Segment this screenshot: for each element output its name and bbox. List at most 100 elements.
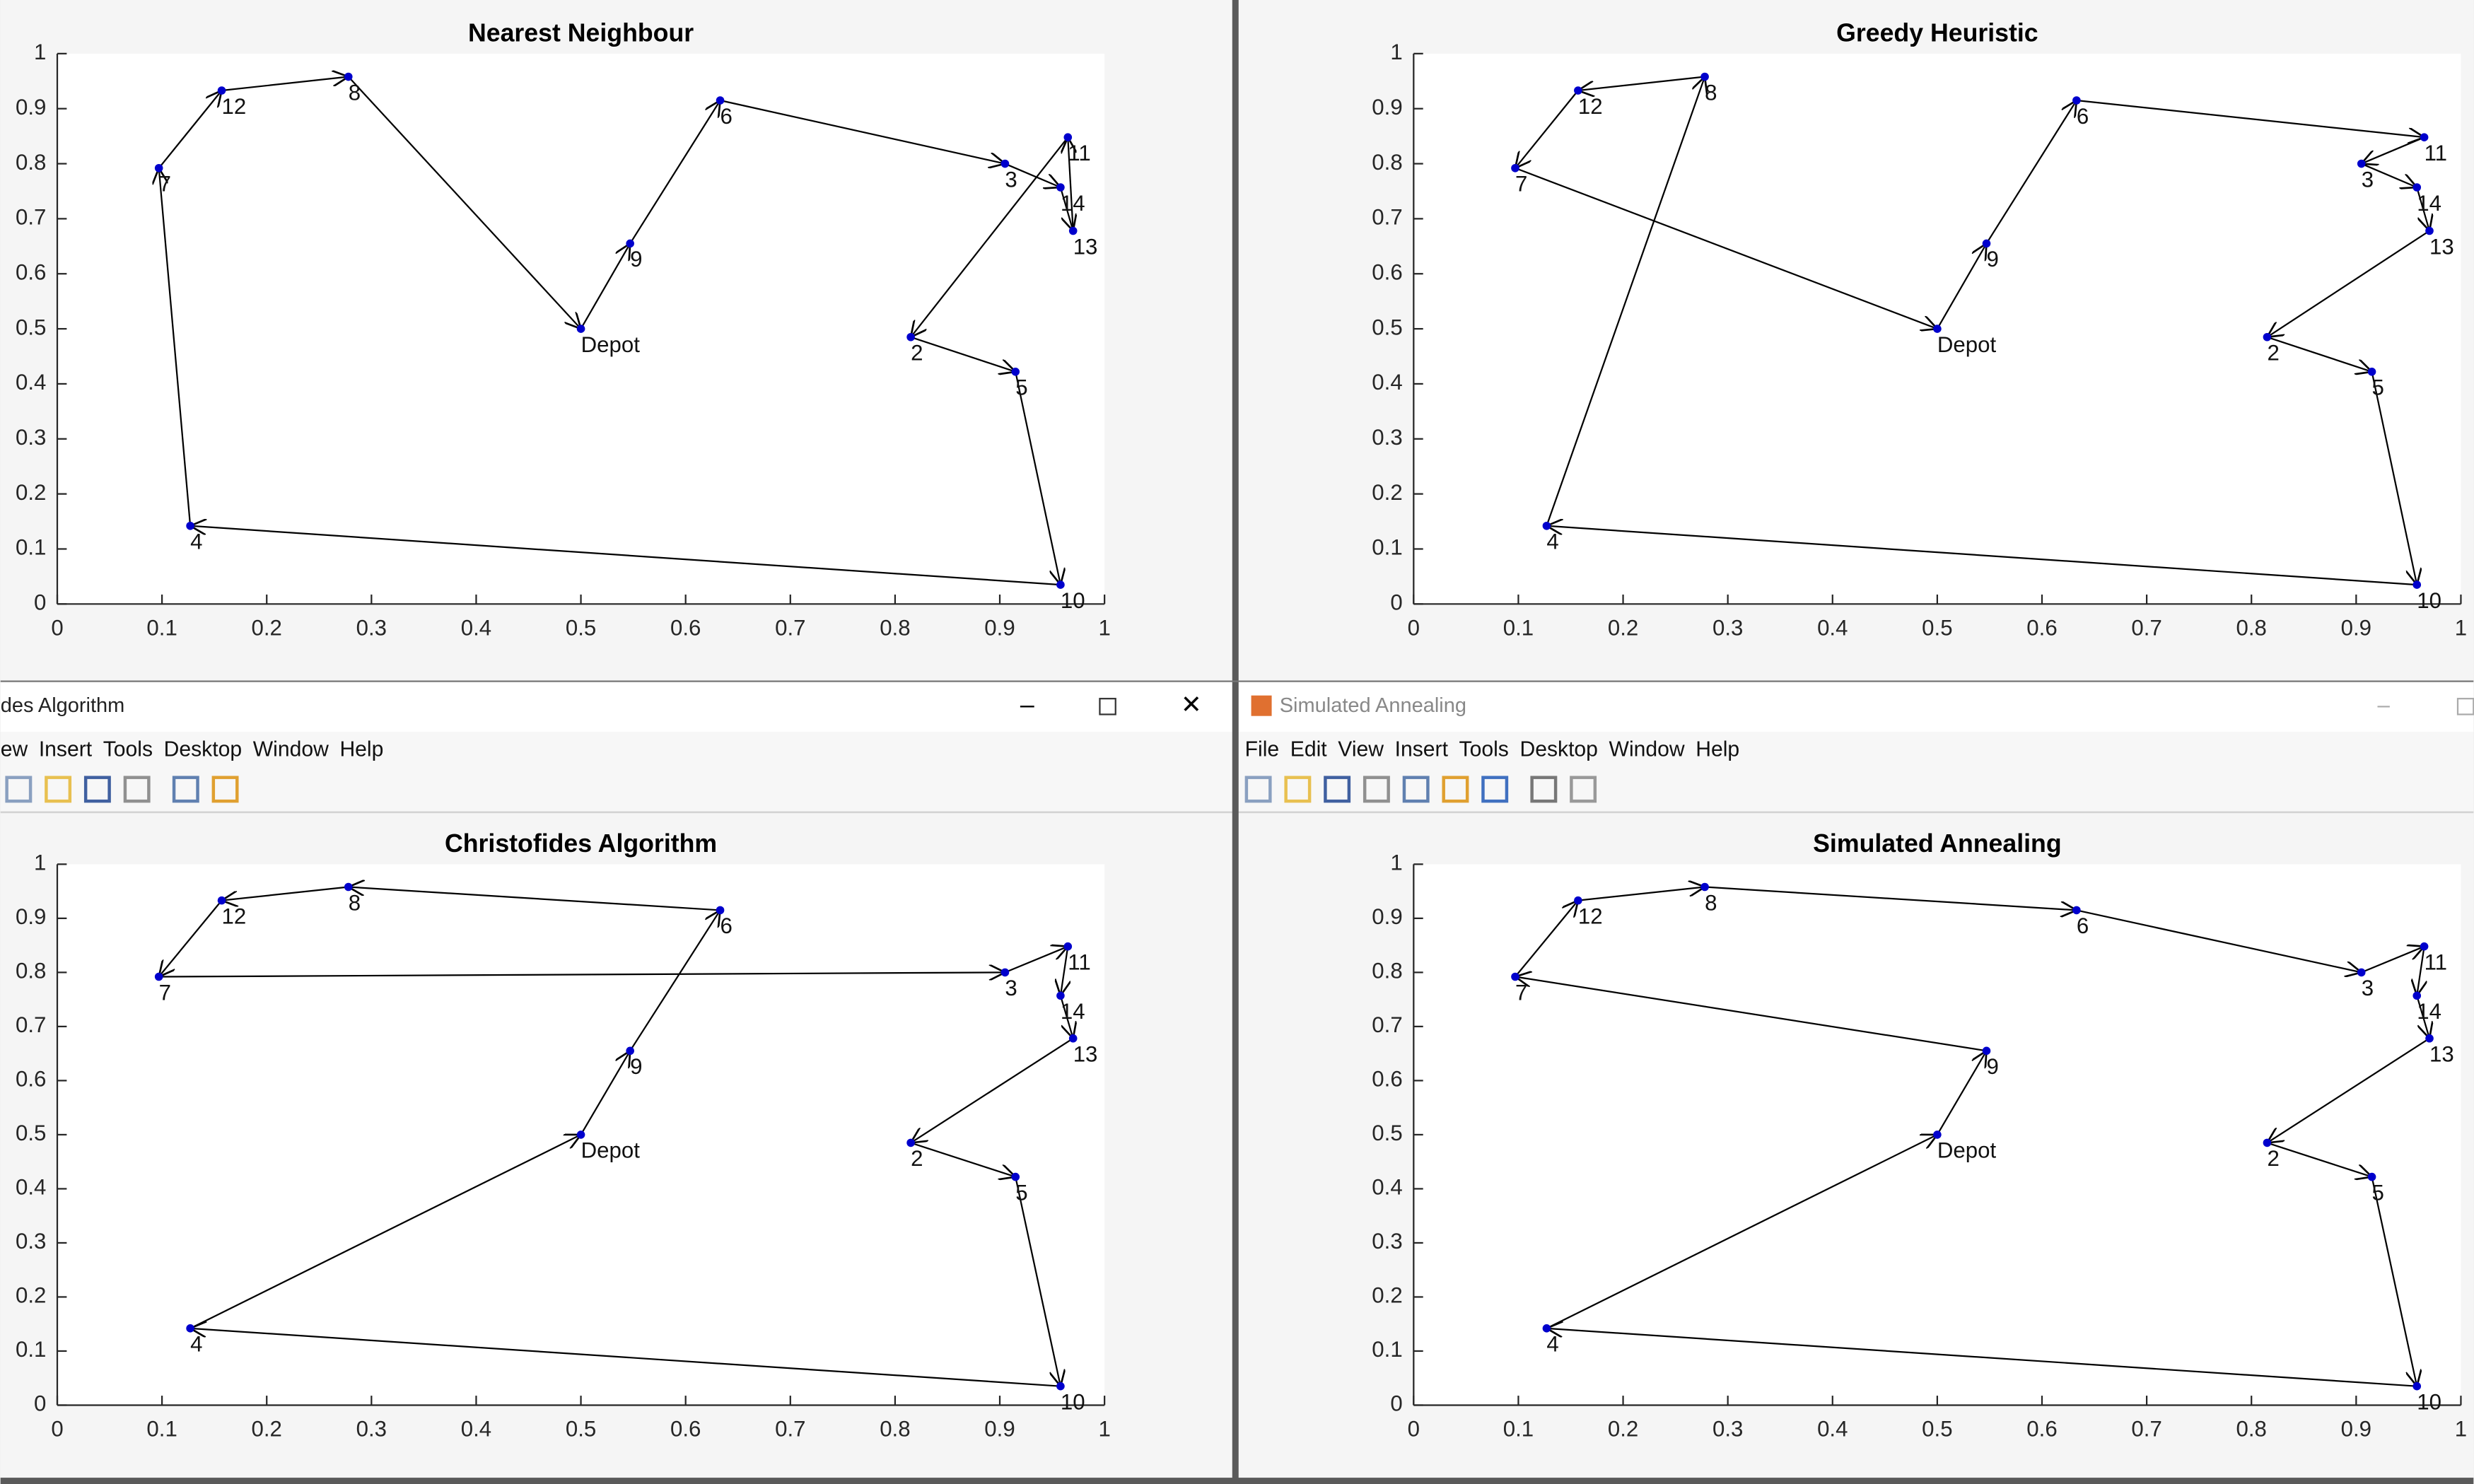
close-button[interactable]: ✕: [1181, 691, 1202, 719]
point-label: Depot: [1937, 1138, 1997, 1163]
route-segment: [1515, 167, 1937, 329]
x-tick-label: 0.5: [1922, 615, 1952, 640]
x-tick-label: 1: [2455, 615, 2467, 640]
route-segment: [2371, 1176, 2417, 1386]
route-point: [1056, 580, 1065, 589]
menu-item[interactable]: Tools: [103, 738, 153, 761]
route-segment: [1546, 526, 2417, 586]
point-label: 5: [2372, 375, 2384, 400]
route-segment: [222, 886, 349, 901]
toolbar-button[interactable]: [1284, 776, 1312, 803]
menu-item[interactable]: Help: [1696, 738, 1739, 761]
route-point: [2425, 1034, 2434, 1043]
x-tick-label: 0.4: [461, 1416, 491, 1441]
point-label: 10: [2417, 588, 2441, 613]
route-segment: [2416, 995, 2429, 1038]
menu-item[interactable]: Desktop: [164, 738, 242, 761]
point-label: 3: [2362, 976, 2374, 1000]
route-segment: [1705, 886, 2077, 911]
toolbar-button[interactable]: [1530, 776, 1558, 803]
route-point: [1933, 1130, 1942, 1139]
route-segment: [2076, 99, 2425, 137]
chart-title: Christofides Algorithm: [445, 829, 717, 858]
y-tick-label: 0.3: [1372, 1229, 1402, 1254]
point-label: 8: [1705, 890, 1717, 915]
maximize-button[interactable]: [2456, 698, 2474, 715]
point-label: 7: [159, 980, 171, 1005]
point-label: 9: [630, 1054, 642, 1079]
x-tick-label: 0.8: [2236, 1416, 2267, 1441]
y-tick-label: 0.7: [16, 205, 46, 230]
menu-toolbar: [0, 732, 1232, 812]
point-label: 12: [222, 94, 247, 119]
y-tick-label: 0.1: [1372, 1337, 1402, 1362]
x-tick-label: 0.1: [1503, 615, 1534, 640]
x-tick-label: 0.2: [252, 615, 282, 640]
toolbar-button[interactable]: [172, 776, 199, 803]
route-segment: [347, 76, 581, 329]
y-tick-label: 0.5: [1372, 1121, 1402, 1145]
route-point: [2425, 226, 2434, 235]
menu-item[interactable]: ew: [1, 738, 28, 761]
y-tick-label: 0.4: [16, 1175, 46, 1200]
point-label: 5: [1015, 1180, 1027, 1205]
toolbar-button[interactable]: [1442, 776, 1469, 803]
toolbar-button[interactable]: [83, 776, 111, 803]
menu-item[interactable]: Tools: [1459, 738, 1509, 761]
menu-item[interactable]: Help: [339, 738, 383, 761]
menu-item[interactable]: Window: [253, 738, 329, 761]
menu-item[interactable]: Insert: [1395, 738, 1449, 761]
y-tick-label: 0.6: [16, 1067, 46, 1092]
toolbar-button[interactable]: [1363, 776, 1390, 803]
point-label: 13: [1073, 234, 1098, 259]
point-label: 10: [2417, 1389, 2441, 1414]
point-label: 13: [1073, 1042, 1098, 1067]
point-label: 13: [2429, 1042, 2454, 1067]
route-segment: [1068, 137, 1073, 231]
menu-item[interactable]: Edit: [1290, 738, 1328, 761]
x-tick-label: 1: [1098, 615, 1110, 640]
y-tick-label: 0.1: [16, 535, 46, 560]
maximize-button[interactable]: [1099, 698, 1116, 715]
menu-item[interactable]: View: [1338, 738, 1384, 761]
point-label: 10: [1061, 588, 1085, 613]
toolbar-button[interactable]: [45, 776, 72, 803]
menu-item[interactable]: Insert: [39, 738, 93, 761]
route-segment: [629, 100, 720, 245]
point-label: 6: [2077, 104, 2089, 129]
point-label: 10: [1061, 1389, 1085, 1414]
toolbar-button[interactable]: [1324, 776, 1351, 803]
toolbar-button[interactable]: [211, 776, 239, 803]
point-label: Depot: [581, 1138, 641, 1163]
menu-item[interactable]: Desktop: [1519, 738, 1597, 761]
route-point: [2357, 159, 2366, 168]
route-segment: [1515, 901, 1578, 978]
route-segment: [2416, 187, 2429, 231]
x-tick-label: 1: [1098, 1416, 1110, 1441]
toolbar-button[interactable]: [123, 776, 151, 803]
route-segment: [1004, 947, 1068, 974]
minimize-button[interactable]: –: [2377, 693, 2390, 718]
route-segment: [1546, 1135, 1937, 1329]
toolbar-button[interactable]: [5, 776, 33, 803]
route-segment: [1061, 946, 1068, 996]
toolbar-button[interactable]: [1244, 776, 1272, 803]
toolbar-button[interactable]: [1481, 776, 1509, 803]
route-segment: [580, 243, 631, 329]
menu-item[interactable]: Window: [1609, 738, 1685, 761]
route-segment: [159, 168, 192, 526]
toolbar-button[interactable]: [1402, 776, 1430, 803]
menu-item[interactable]: File: [1245, 738, 1280, 761]
minimize-button[interactable]: –: [1020, 691, 1034, 719]
point-label: 9: [1987, 247, 1999, 271]
y-tick-label: 0.7: [1372, 205, 1402, 230]
x-tick-label: 0.5: [566, 615, 596, 640]
chart-title: Nearest Neighbour: [468, 18, 694, 47]
x-tick-label: 0.9: [2341, 1416, 2371, 1441]
point-label: 11: [1068, 950, 1090, 974]
toolbar-button[interactable]: [1570, 776, 1597, 803]
route-point: [1068, 1034, 1078, 1043]
route-point: [344, 72, 353, 81]
x-tick-label: 0.4: [1817, 615, 1848, 640]
x-tick-label: 0.7: [775, 1416, 805, 1441]
